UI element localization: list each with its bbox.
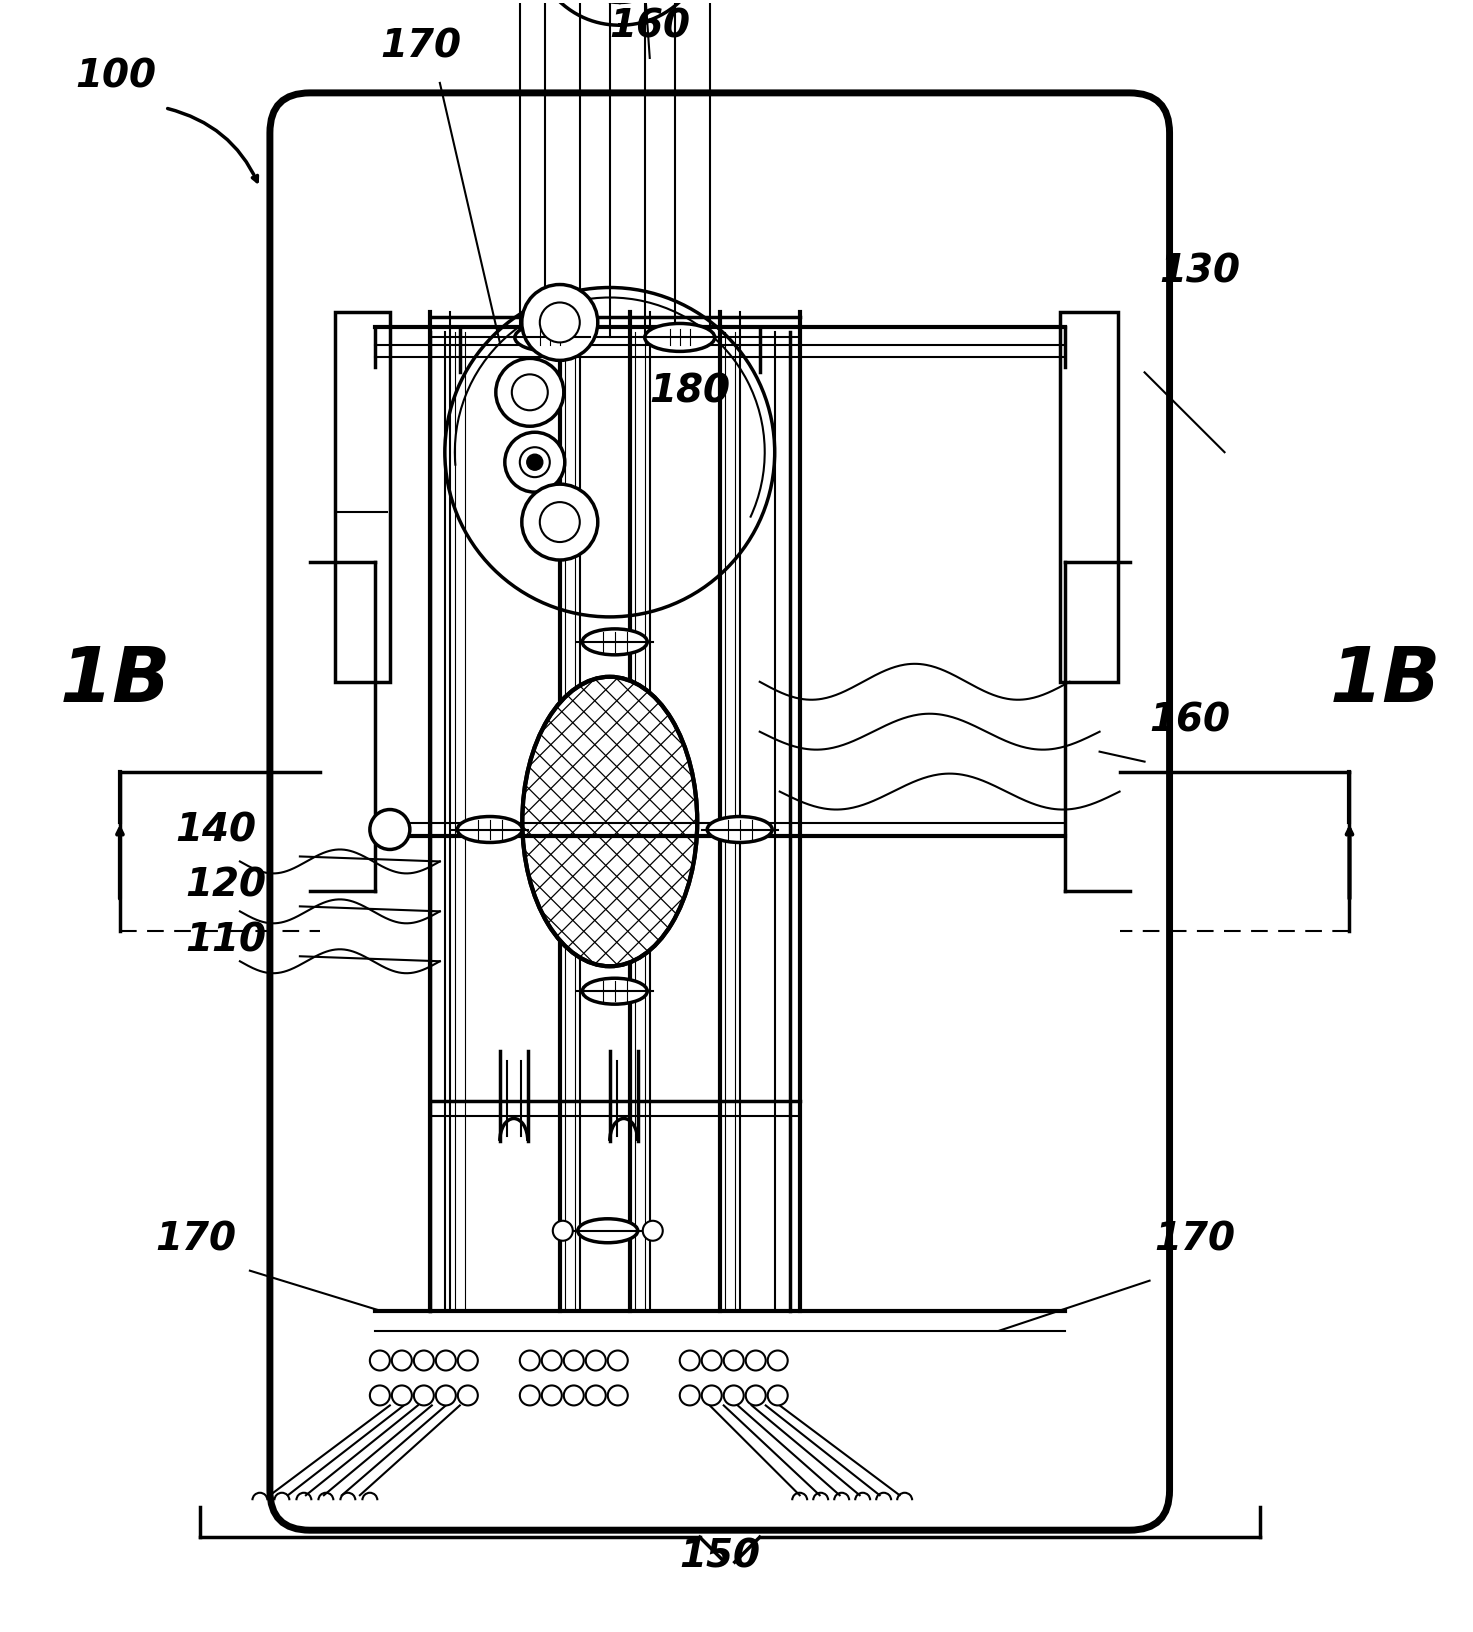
Text: 1B: 1B	[60, 643, 171, 718]
Circle shape	[723, 1386, 744, 1405]
Text: 130: 130	[1159, 253, 1240, 290]
Circle shape	[745, 1386, 766, 1405]
Text: 100: 100	[75, 57, 156, 96]
Circle shape	[505, 432, 564, 493]
Circle shape	[520, 1386, 539, 1405]
Ellipse shape	[582, 628, 647, 654]
Circle shape	[527, 454, 542, 470]
Circle shape	[436, 1386, 455, 1405]
Circle shape	[436, 1351, 455, 1371]
Bar	[1059, 312, 1118, 682]
Text: 150: 150	[679, 1537, 760, 1575]
Circle shape	[521, 485, 598, 560]
Circle shape	[520, 1351, 539, 1371]
Ellipse shape	[645, 323, 714, 351]
FancyBboxPatch shape	[270, 93, 1170, 1531]
Circle shape	[642, 1221, 663, 1240]
Circle shape	[542, 1386, 561, 1405]
Circle shape	[370, 1351, 390, 1371]
Circle shape	[552, 1221, 573, 1240]
Circle shape	[745, 1351, 766, 1371]
Circle shape	[679, 1351, 700, 1371]
Circle shape	[539, 503, 580, 542]
Circle shape	[767, 1386, 788, 1405]
Circle shape	[445, 287, 775, 617]
Text: 120: 120	[186, 867, 267, 904]
Text: 1B: 1B	[1330, 643, 1441, 718]
Circle shape	[701, 1351, 722, 1371]
Text: 160: 160	[1149, 702, 1230, 739]
Ellipse shape	[582, 978, 647, 1004]
Bar	[334, 312, 390, 682]
Circle shape	[564, 1351, 583, 1371]
Circle shape	[542, 1351, 561, 1371]
Circle shape	[679, 1386, 700, 1405]
Circle shape	[586, 1386, 605, 1405]
Ellipse shape	[523, 677, 697, 966]
Ellipse shape	[577, 1219, 638, 1242]
Circle shape	[414, 1351, 435, 1371]
Circle shape	[539, 302, 580, 343]
Circle shape	[414, 1386, 435, 1405]
Circle shape	[370, 809, 409, 850]
Circle shape	[392, 1351, 412, 1371]
Circle shape	[767, 1351, 788, 1371]
Circle shape	[521, 284, 598, 361]
Ellipse shape	[707, 816, 772, 842]
Circle shape	[496, 359, 564, 426]
Circle shape	[458, 1351, 477, 1371]
Circle shape	[520, 447, 549, 477]
Ellipse shape	[514, 323, 585, 351]
Circle shape	[458, 1386, 477, 1405]
Text: 140: 140	[175, 811, 256, 850]
Circle shape	[370, 1386, 390, 1405]
Text: 170: 170	[1155, 1221, 1236, 1258]
Text: 180: 180	[650, 372, 731, 410]
Circle shape	[392, 1386, 412, 1405]
Circle shape	[586, 1351, 605, 1371]
Circle shape	[511, 374, 548, 410]
Circle shape	[564, 1386, 583, 1405]
Ellipse shape	[457, 816, 523, 842]
Circle shape	[701, 1386, 722, 1405]
Text: 170: 170	[380, 28, 461, 65]
Text: 160: 160	[610, 8, 691, 46]
Circle shape	[608, 1351, 627, 1371]
Text: 170: 170	[155, 1221, 236, 1258]
Circle shape	[608, 1386, 627, 1405]
Text: 110: 110	[186, 922, 267, 960]
Circle shape	[723, 1351, 744, 1371]
